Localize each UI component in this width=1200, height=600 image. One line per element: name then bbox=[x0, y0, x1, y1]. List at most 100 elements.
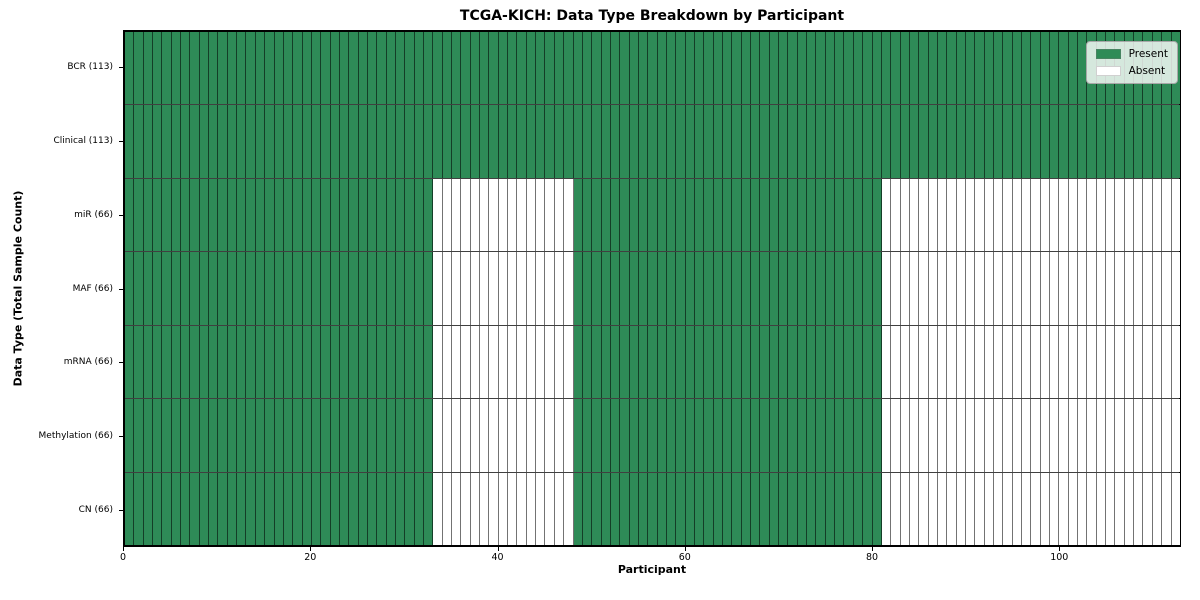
y-tick-mark bbox=[119, 66, 123, 68]
heatmap-cell bbox=[685, 178, 695, 252]
heatmap-cell bbox=[1068, 252, 1079, 325]
heatmap-cell bbox=[480, 178, 490, 252]
heatmap-cell bbox=[779, 32, 789, 105]
x-tick-mark bbox=[497, 547, 499, 551]
heatmap-cell bbox=[919, 105, 929, 178]
heatmap-cell bbox=[134, 472, 144, 545]
heatmap-cell bbox=[199, 178, 210, 252]
heatmap-cell bbox=[134, 252, 144, 325]
heatmap-cell bbox=[909, 399, 920, 472]
heatmap-cell bbox=[638, 399, 649, 472]
heatmap-cell bbox=[760, 32, 770, 105]
heatmap-cell bbox=[657, 325, 667, 399]
heatmap-cell bbox=[723, 399, 733, 472]
heatmap-row bbox=[125, 399, 1180, 473]
heatmap-cell bbox=[620, 399, 630, 472]
heatmap-cell bbox=[311, 399, 322, 472]
heatmap-cell bbox=[713, 178, 723, 252]
heatmap-cell bbox=[190, 325, 200, 399]
heatmap-cell bbox=[1078, 252, 1088, 325]
heatmap-cell bbox=[311, 472, 322, 545]
heatmap-cell bbox=[545, 472, 555, 545]
heatmap-cell bbox=[666, 399, 677, 472]
heatmap-cell bbox=[181, 399, 191, 472]
heatmap-cell bbox=[732, 105, 742, 178]
heatmap-cell bbox=[433, 105, 443, 178]
heatmap-cell bbox=[452, 252, 462, 325]
heatmap-cell bbox=[1087, 178, 1097, 252]
heatmap-cell bbox=[601, 105, 611, 178]
heatmap-cell bbox=[694, 105, 705, 178]
heatmap-cell bbox=[489, 252, 499, 325]
heatmap-cell bbox=[265, 252, 275, 325]
heatmap-cell bbox=[592, 32, 602, 105]
heatmap-cell bbox=[321, 325, 331, 399]
heatmap-cell bbox=[835, 105, 845, 178]
heatmap-cell bbox=[199, 32, 210, 105]
heatmap-cell bbox=[797, 32, 808, 105]
heatmap-cell bbox=[433, 32, 443, 105]
heatmap-cell bbox=[844, 32, 854, 105]
heatmap-cell bbox=[470, 178, 481, 252]
heatmap-cell bbox=[489, 472, 499, 545]
heatmap-cell bbox=[694, 178, 705, 252]
heatmap-cell bbox=[274, 325, 284, 399]
heatmap-cell bbox=[919, 252, 929, 325]
y-tick-label: mRNA (66) bbox=[63, 357, 113, 368]
heatmap-cell bbox=[405, 105, 415, 178]
heatmap-cell bbox=[564, 399, 574, 472]
x-tick-label: 80 bbox=[865, 552, 879, 563]
heatmap-cell bbox=[274, 252, 284, 325]
x-tick-label: 40 bbox=[491, 552, 504, 563]
heatmap-cell bbox=[536, 399, 546, 472]
heatmap-cell bbox=[1012, 32, 1022, 105]
heatmap-cell bbox=[349, 32, 359, 105]
heatmap-cell bbox=[1003, 325, 1013, 399]
heatmap-cell bbox=[480, 105, 490, 178]
heatmap-cell bbox=[937, 32, 948, 105]
heatmap-cell bbox=[872, 105, 882, 178]
heatmap-cell bbox=[601, 252, 611, 325]
heatmap-cell bbox=[134, 399, 144, 472]
heatmap-cell bbox=[872, 399, 882, 472]
heatmap-cell bbox=[321, 32, 331, 105]
heatmap-cell bbox=[956, 32, 966, 105]
heatmap-cell bbox=[1106, 252, 1116, 325]
heatmap-cell bbox=[732, 178, 742, 252]
heatmap-cell bbox=[592, 105, 602, 178]
heatmap-cell bbox=[620, 252, 630, 325]
heatmap-cell bbox=[863, 399, 873, 472]
heatmap-cell bbox=[1068, 325, 1079, 399]
heatmap-cell bbox=[1031, 399, 1041, 472]
heatmap-cell bbox=[1050, 252, 1060, 325]
heatmap-cell bbox=[498, 32, 509, 105]
heatmap-cell bbox=[657, 472, 667, 545]
heatmap-cell bbox=[704, 325, 714, 399]
heatmap-cell bbox=[386, 252, 396, 325]
heatmap-cell bbox=[442, 252, 453, 325]
heatmap-cell bbox=[956, 252, 966, 325]
heatmap-cell bbox=[125, 178, 135, 252]
heatmap-cell bbox=[545, 178, 555, 252]
heatmap-cell bbox=[405, 32, 415, 105]
heatmap-cell bbox=[676, 399, 686, 472]
heatmap-cell bbox=[452, 399, 462, 472]
y-tick-label: BCR (113) bbox=[67, 61, 113, 72]
heatmap-cell bbox=[386, 325, 396, 399]
heatmap-cell bbox=[526, 32, 537, 105]
heatmap-cell bbox=[816, 472, 826, 545]
heatmap-cell bbox=[461, 178, 471, 252]
heatmap-cell bbox=[592, 472, 602, 545]
heatmap-cell bbox=[293, 399, 303, 472]
heatmap-cell bbox=[153, 252, 163, 325]
heatmap-cell bbox=[1078, 178, 1088, 252]
heatmap-cell bbox=[498, 105, 509, 178]
heatmap-cell bbox=[1003, 105, 1013, 178]
heatmap-cell bbox=[517, 32, 527, 105]
heatmap-cell bbox=[554, 399, 565, 472]
heatmap-cell bbox=[872, 325, 882, 399]
heatmap-cell bbox=[442, 105, 453, 178]
heatmap-cell bbox=[517, 178, 527, 252]
heatmap-cell bbox=[545, 32, 555, 105]
heatmap-cell bbox=[582, 399, 593, 472]
